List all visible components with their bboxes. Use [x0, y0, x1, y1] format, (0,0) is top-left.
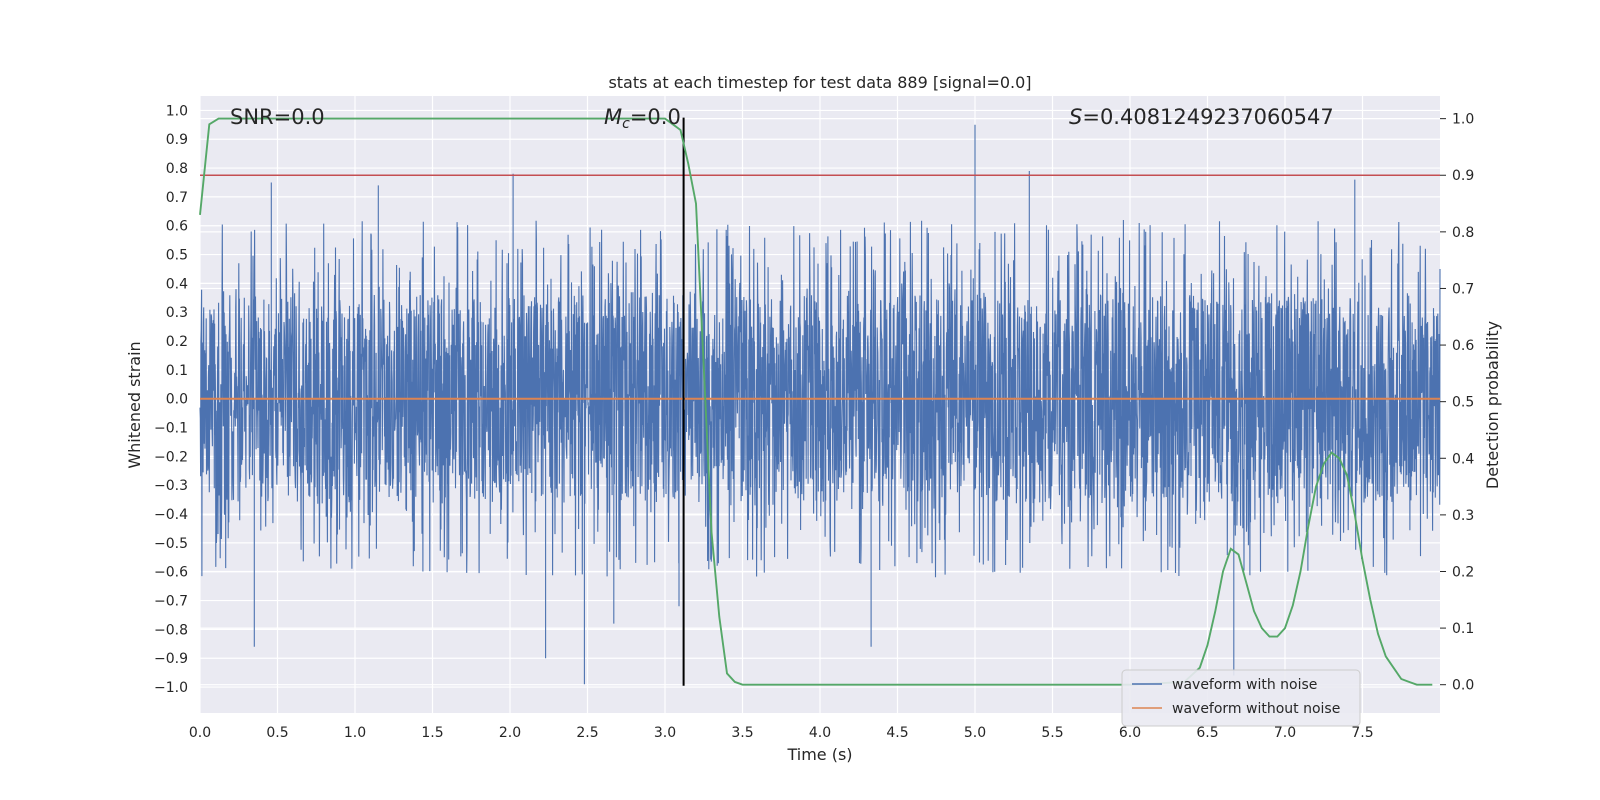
x-tick-label: 1.5: [421, 725, 443, 741]
y-left-tick-label: −0.2: [154, 449, 188, 465]
x-tick-label: 6.0: [1119, 725, 1141, 741]
y-left-tick-label: 0.2: [166, 334, 188, 350]
y-right-tick-label: 0.3: [1452, 508, 1474, 524]
overlays: [199, 117, 1440, 686]
y-left-tick-label: −0.1: [154, 421, 188, 437]
legend-label-clean: waveform without noise: [1172, 701, 1340, 717]
x-tick-label: 7.0: [1274, 725, 1296, 741]
y-right-tick-label: 0.0: [1452, 678, 1474, 694]
x-tick-label: 7.5: [1351, 725, 1373, 741]
legend-label-noise: waveform with noise: [1172, 677, 1317, 693]
x-axis-label: Time (s): [786, 745, 852, 764]
y-left-tick-label: −0.7: [154, 594, 188, 610]
y-right-tick-label: 0.1: [1452, 621, 1474, 637]
detection-probability-line: [199, 117, 1433, 686]
x-tick-label: 0.0: [189, 725, 211, 741]
y-left-tick-label: −0.5: [154, 536, 188, 552]
y-right-tick-label: 0.4: [1452, 451, 1474, 467]
x-tick-label: 5.0: [964, 725, 986, 741]
y-left-tick-label: −0.9: [154, 651, 188, 667]
x-tick-label: 5.5: [1041, 725, 1063, 741]
y-right-tick-label: 0.6: [1452, 338, 1474, 354]
waveform-with-noise-line: [199, 124, 1441, 685]
score-annotation: S=0.4081249237060547: [1069, 105, 1334, 129]
y-right-axis-ticks: 1.0 0.9 0.8 0.7 0.6 0.5 0.4 0.3 0.2 0.1 0.0: [1440, 112, 1474, 694]
y-left-tick-label: −0.4: [154, 507, 188, 523]
y-right-tick-label: 1.0: [1452, 112, 1474, 128]
y-left-tick-label: −0.3: [154, 478, 188, 494]
x-tick-label: 2.5: [576, 725, 598, 741]
x-tick-label: 4.0: [809, 725, 831, 741]
y-left-tick-label: 0.1: [166, 363, 188, 379]
y-right-tick-label: 0.7: [1452, 281, 1474, 297]
waveform-with-noise: [199, 124, 1441, 685]
x-tick-label: 0.5: [266, 725, 288, 741]
x-tick-label: 1.0: [344, 725, 366, 741]
y-left-tick-label: 0.9: [166, 132, 188, 148]
y-left-tick-label: 0.5: [166, 248, 188, 264]
x-tick-label: 4.5: [886, 725, 908, 741]
legend-box: [1121, 669, 1361, 727]
chirp-mass-annotation: Mc=0.0: [604, 105, 681, 132]
y-left-tick-label: 1.0: [166, 103, 188, 119]
x-tick-label: 2.0: [499, 725, 521, 741]
legend: waveform with noise waveform without noi…: [1121, 669, 1361, 727]
y-right-axis-label: Detection probability: [1483, 321, 1502, 489]
y-left-tick-label: 0.4: [166, 276, 188, 292]
y-left-tick-label: −0.8: [154, 622, 188, 638]
y-left-tick-label: 0.3: [166, 305, 188, 321]
y-left-axis-label: Whitened strain: [125, 341, 144, 468]
x-tick-label: 3.0: [654, 725, 676, 741]
y-left-tick-label: −0.6: [154, 565, 188, 581]
chart-title: stats at each timestep for test data 889…: [608, 73, 1031, 92]
x-axis-ticks: 0.0 0.5 1.0 1.5 2.0 2.5 3.0 3.5 4.0 4.5 5.0 5.5 6.0 6…: [189, 725, 1374, 741]
y-left-tick-label: 0.8: [166, 161, 188, 177]
y-left-tick-label: 0.6: [166, 219, 188, 235]
y-left-tick-label: −1.0: [154, 680, 188, 696]
x-tick-label: 6.5: [1196, 725, 1218, 741]
y-left-tick-label: 0.0: [166, 392, 188, 408]
y-right-tick-label: 0.5: [1452, 395, 1474, 411]
y-left-tick-label: 0.7: [166, 190, 188, 206]
snr-annotation: SNR=0.0: [230, 105, 325, 129]
y-right-tick-label: 0.2: [1452, 564, 1474, 580]
x-tick-label: 3.5: [731, 725, 753, 741]
y-left-axis-ticks: 1.0 0.9 0.8 0.7 0.6 0.5 0.4 0.3 0.2 0.1 0.0 −0.1 −0.…: [154, 103, 188, 696]
y-right-tick-label: 0.9: [1452, 168, 1474, 184]
y-right-tick-label: 0.8: [1452, 225, 1474, 241]
